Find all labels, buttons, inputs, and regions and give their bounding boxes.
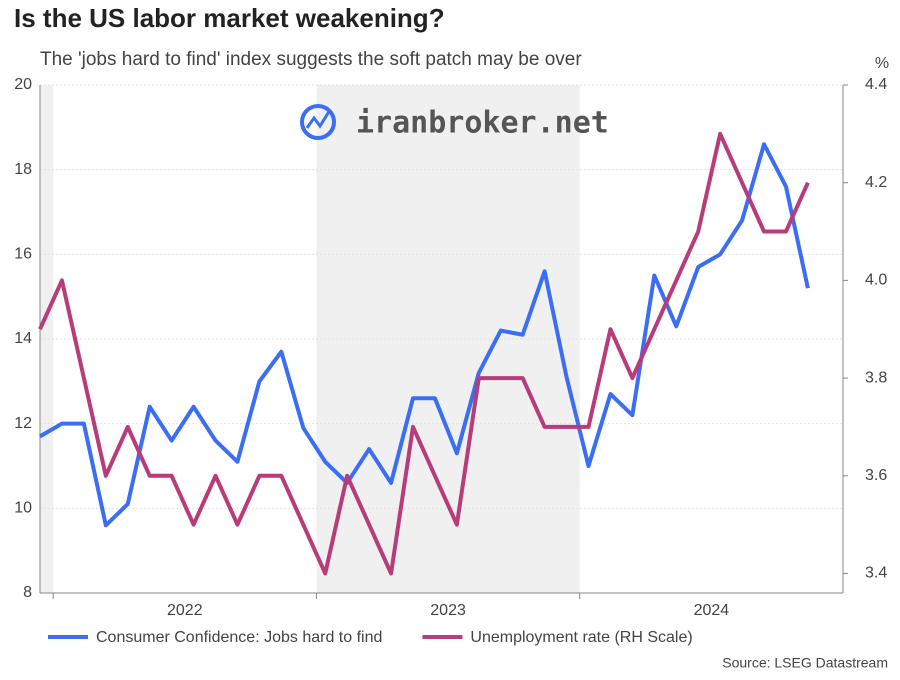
shaded-band (40, 85, 54, 593)
y-tick-label: 14 (14, 330, 32, 347)
y-tick-label: 20 (14, 76, 32, 93)
series-line (38, 131, 810, 576)
y2-tick-label: 4.4 (865, 76, 887, 93)
watermark-icon (305, 109, 332, 129)
x-tick-label: 2024 (694, 602, 730, 619)
legend-label: Unemployment rate (RH Scale) (470, 629, 692, 646)
chart-title: Is the US labor market weakening? (14, 3, 445, 33)
y-tick-label: 12 (14, 415, 32, 432)
watermark-logo (300, 104, 336, 140)
legend-label: Consumer Confidence: Jobs hard to find (96, 629, 382, 646)
y2-tick-label: 3.6 (865, 467, 887, 484)
series-line (38, 142, 810, 528)
y2-tick-label: 3.4 (865, 565, 887, 582)
y2-tick-label: 3.8 (865, 369, 887, 386)
source: Source: LSEG Datastream (722, 655, 888, 671)
y2-tick-label: 4.2 (865, 174, 887, 191)
watermark: iranbroker.net (356, 106, 609, 141)
y2-unit: % (875, 55, 889, 72)
y-tick-label: 16 (14, 246, 32, 263)
y-tick-label: 8 (23, 584, 32, 601)
y2-tick-label: 4.0 (865, 272, 887, 289)
watermark-icon (300, 104, 336, 140)
x-tick-label: 2022 (167, 602, 203, 619)
chart-subtitle: The 'jobs hard to find' index suggests t… (40, 49, 582, 70)
x-tick-label: 2023 (430, 602, 466, 619)
y-tick-label: 18 (14, 161, 32, 178)
y-tick-label: 10 (14, 500, 32, 517)
